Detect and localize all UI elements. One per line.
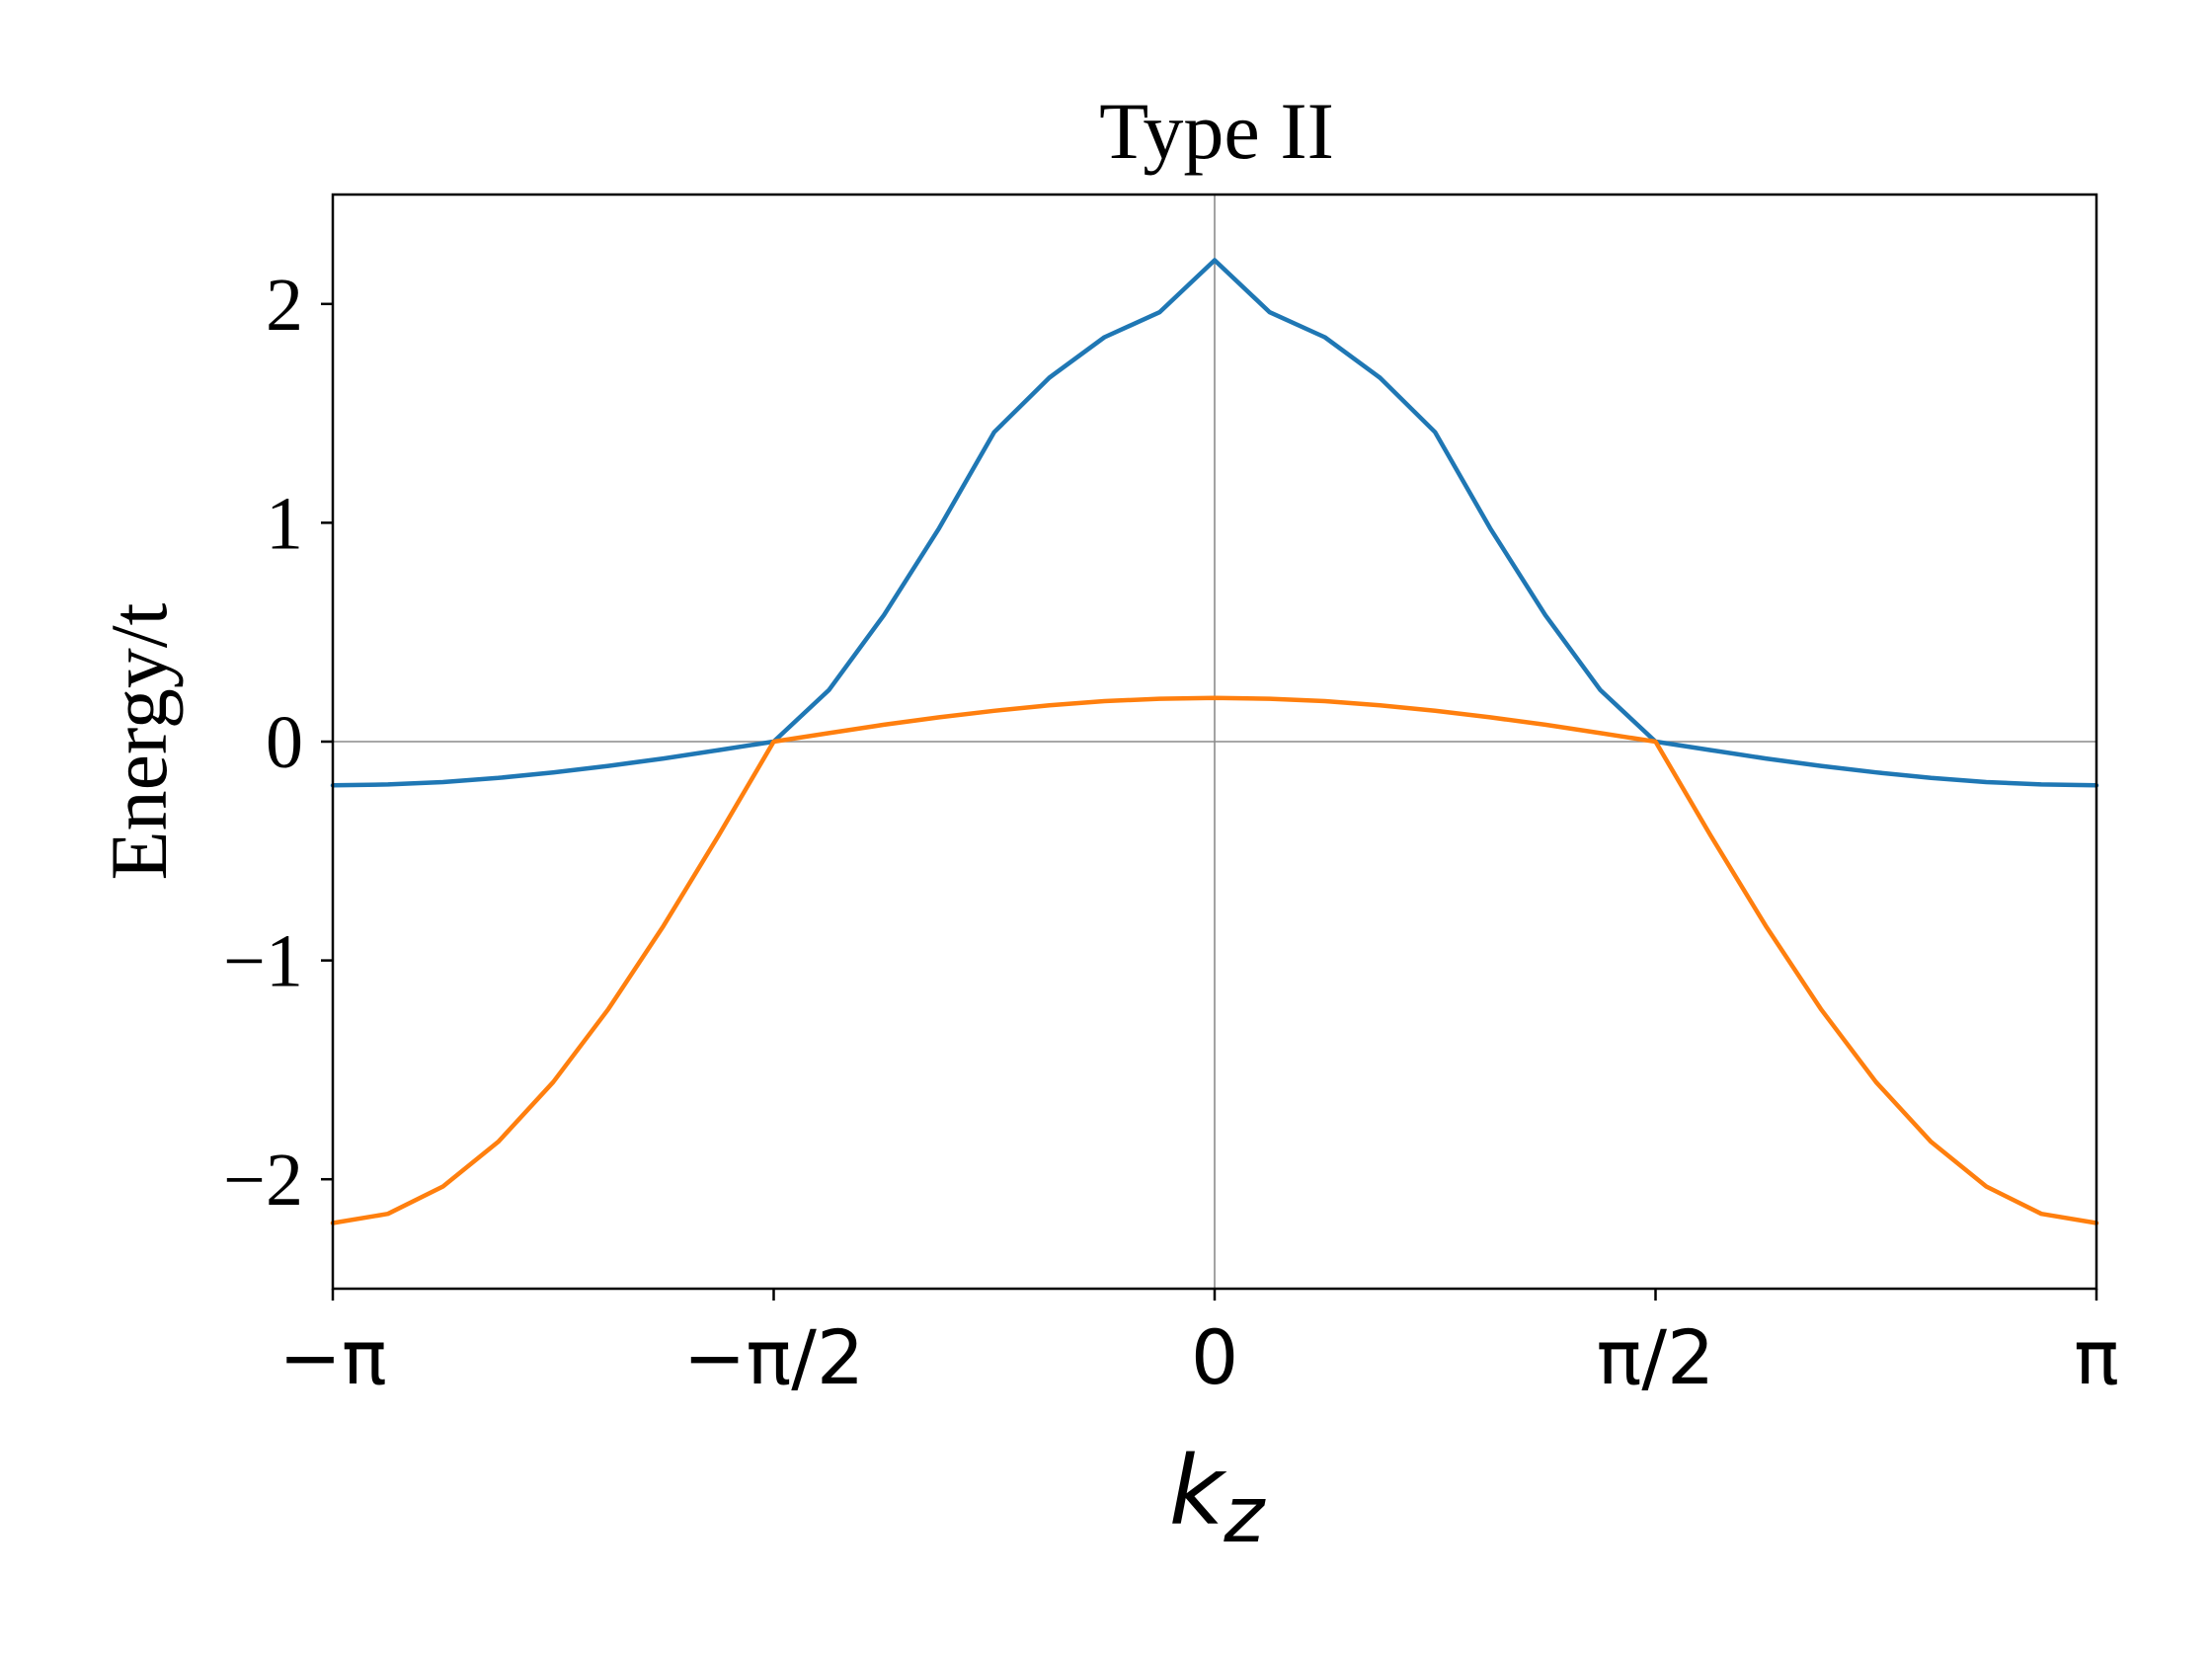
y-tick-label: 0 (266, 701, 303, 784)
series-line-1 (330, 258, 2099, 788)
series-layer (330, 258, 2099, 1225)
series-line-2 (330, 695, 2099, 1225)
y-tick-label: 2 (266, 264, 303, 347)
chart-title: Type II (1099, 86, 1334, 176)
x-axis-label-subscript: z (1223, 1471, 1266, 1560)
reference-lines (333, 195, 2096, 1289)
y-tick-label: 1 (266, 482, 303, 565)
y-tick-label: −1 (223, 920, 303, 1003)
y-tick-label: −2 (223, 1139, 303, 1222)
x-tick-label: −π/2 (683, 1313, 864, 1401)
y-axis-label: Energy/t (94, 602, 184, 880)
x-tick-label: −π (278, 1313, 386, 1401)
x-tick-label: 0 (1191, 1313, 1238, 1401)
y-axis-ticks: −2 −1 0 1 2 (223, 264, 333, 1222)
x-axis-ticks: −π −π/2 0 π/2 π (278, 1289, 2119, 1401)
x-tick-label: π (2074, 1313, 2119, 1401)
x-tick-label: π/2 (1597, 1313, 1715, 1401)
x-axis-label: kz (1169, 1436, 1267, 1560)
x-axis-label-base: k (1169, 1436, 1227, 1546)
